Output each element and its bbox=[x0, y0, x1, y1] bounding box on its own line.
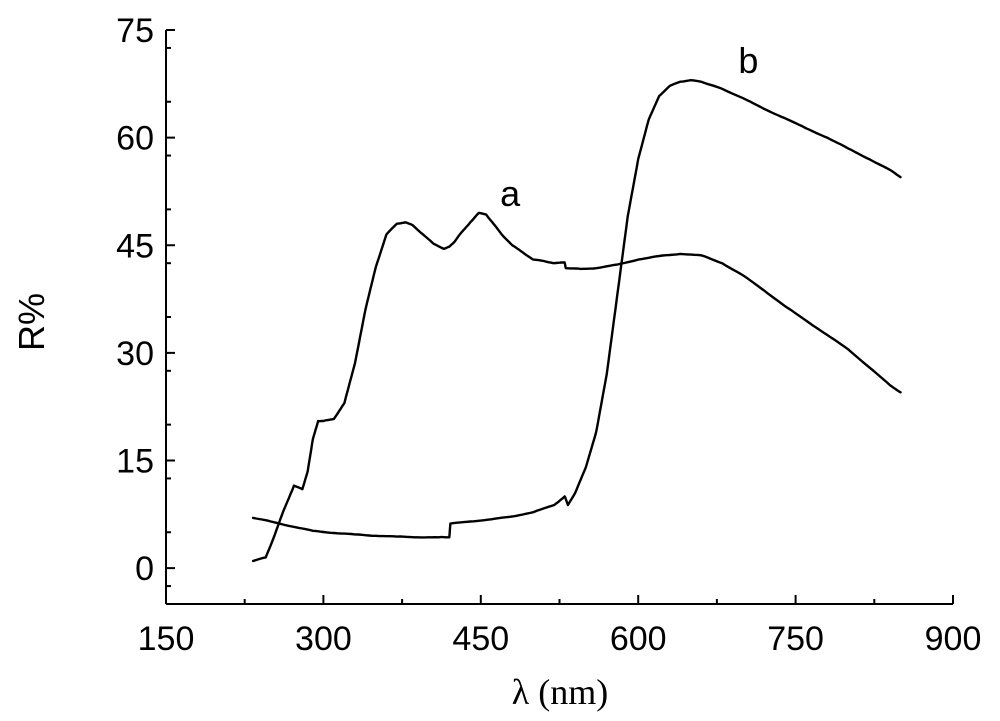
x-tick-label: 150 bbox=[138, 620, 195, 658]
curve-label-b: b bbox=[738, 40, 758, 81]
y-axis-title: R% bbox=[11, 293, 52, 351]
x-axis-ticks: 150 300 450 600 750 900 bbox=[138, 595, 982, 658]
series-line-a bbox=[251, 211, 902, 563]
y-tick-label: 15 bbox=[116, 443, 154, 481]
y-axis-ticks: 0 15 30 45 60 75 bbox=[116, 12, 175, 588]
x-tick-label: 450 bbox=[452, 620, 509, 658]
x-tick-label: 600 bbox=[610, 620, 667, 658]
series-line-b bbox=[251, 79, 902, 539]
y-tick-label: 60 bbox=[116, 120, 154, 158]
curve-label-a: a bbox=[500, 173, 521, 214]
annotations: ab bbox=[500, 40, 758, 214]
x-tick-label: 750 bbox=[767, 620, 824, 658]
x-axis-title: λ (nm) bbox=[512, 672, 608, 712]
y-tick-label: 0 bbox=[135, 550, 154, 588]
y-tick-label: 75 bbox=[116, 12, 154, 50]
y-tick-label: 45 bbox=[116, 227, 154, 265]
y-tick-label: 30 bbox=[116, 335, 154, 373]
x-tick-label: 300 bbox=[295, 620, 352, 658]
axes bbox=[165, 30, 953, 605]
series-group bbox=[251, 79, 902, 563]
x-tick-label: 900 bbox=[925, 620, 982, 658]
